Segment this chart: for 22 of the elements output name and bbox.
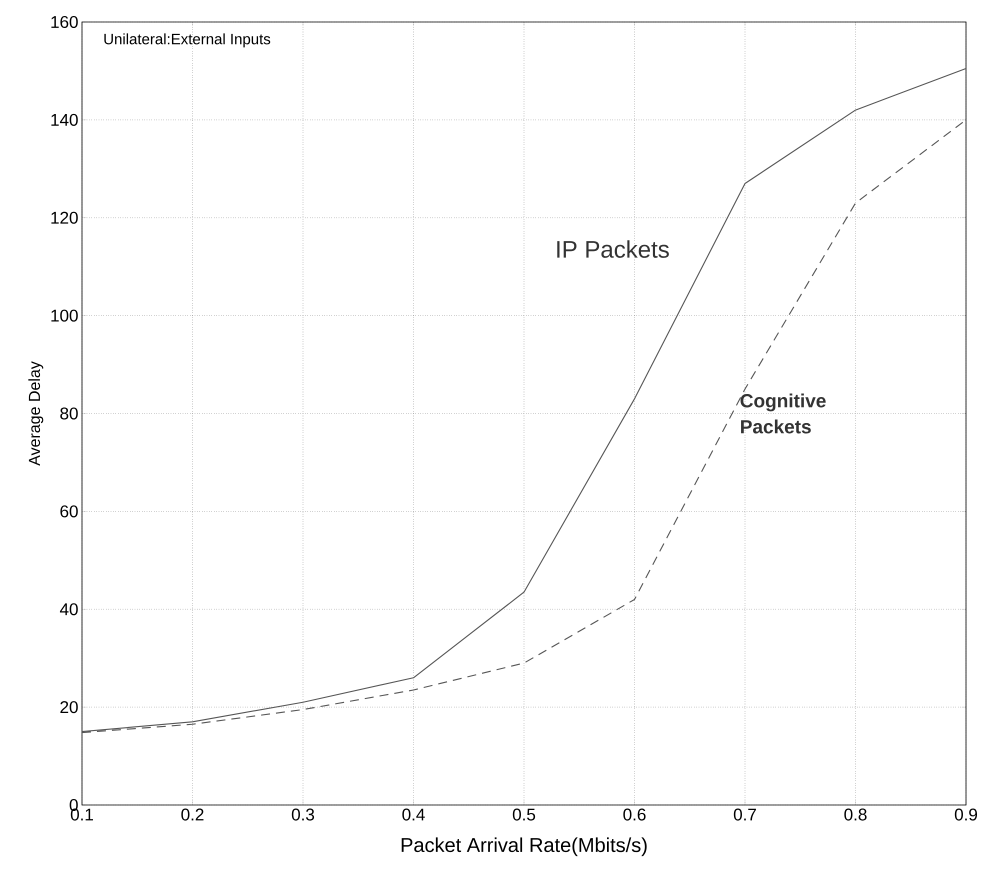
x-tick-label: 0.6	[623, 808, 646, 821]
x-tick-label: 0.7	[734, 808, 756, 821]
series-label: IP Packets	[557, 240, 669, 258]
y-tick-label: 140	[51, 114, 78, 126]
x-tick-label: 0.5	[512, 808, 536, 821]
x-axis-title: Packet Arrival Rate(Mbits/s)	[402, 837, 647, 856]
y-tick-label: 40	[60, 603, 78, 616]
x-tick-label: 0.2	[181, 808, 204, 821]
y-tick-label: 20	[60, 701, 78, 714]
y-tick-label: 160	[51, 16, 78, 28]
x-tick-label: 0.1	[70, 808, 93, 821]
y-axis-title: Average Delay	[28, 361, 44, 466]
x-tick-label: 0.9	[954, 808, 978, 821]
y-tick-label: 100	[51, 310, 78, 322]
y-tick-label: 60	[60, 505, 78, 518]
annotation: Unilateral:External Inputs	[104, 33, 270, 48]
y-tick-label: 80	[60, 407, 78, 420]
series-label: Cognitive Packets	[740, 394, 826, 434]
x-tick-label: 0.4	[402, 808, 425, 821]
x-tick-label: 0.8	[844, 808, 867, 821]
x-tick-label: 0.3	[292, 808, 314, 821]
y-tick-label: 120	[51, 212, 78, 224]
